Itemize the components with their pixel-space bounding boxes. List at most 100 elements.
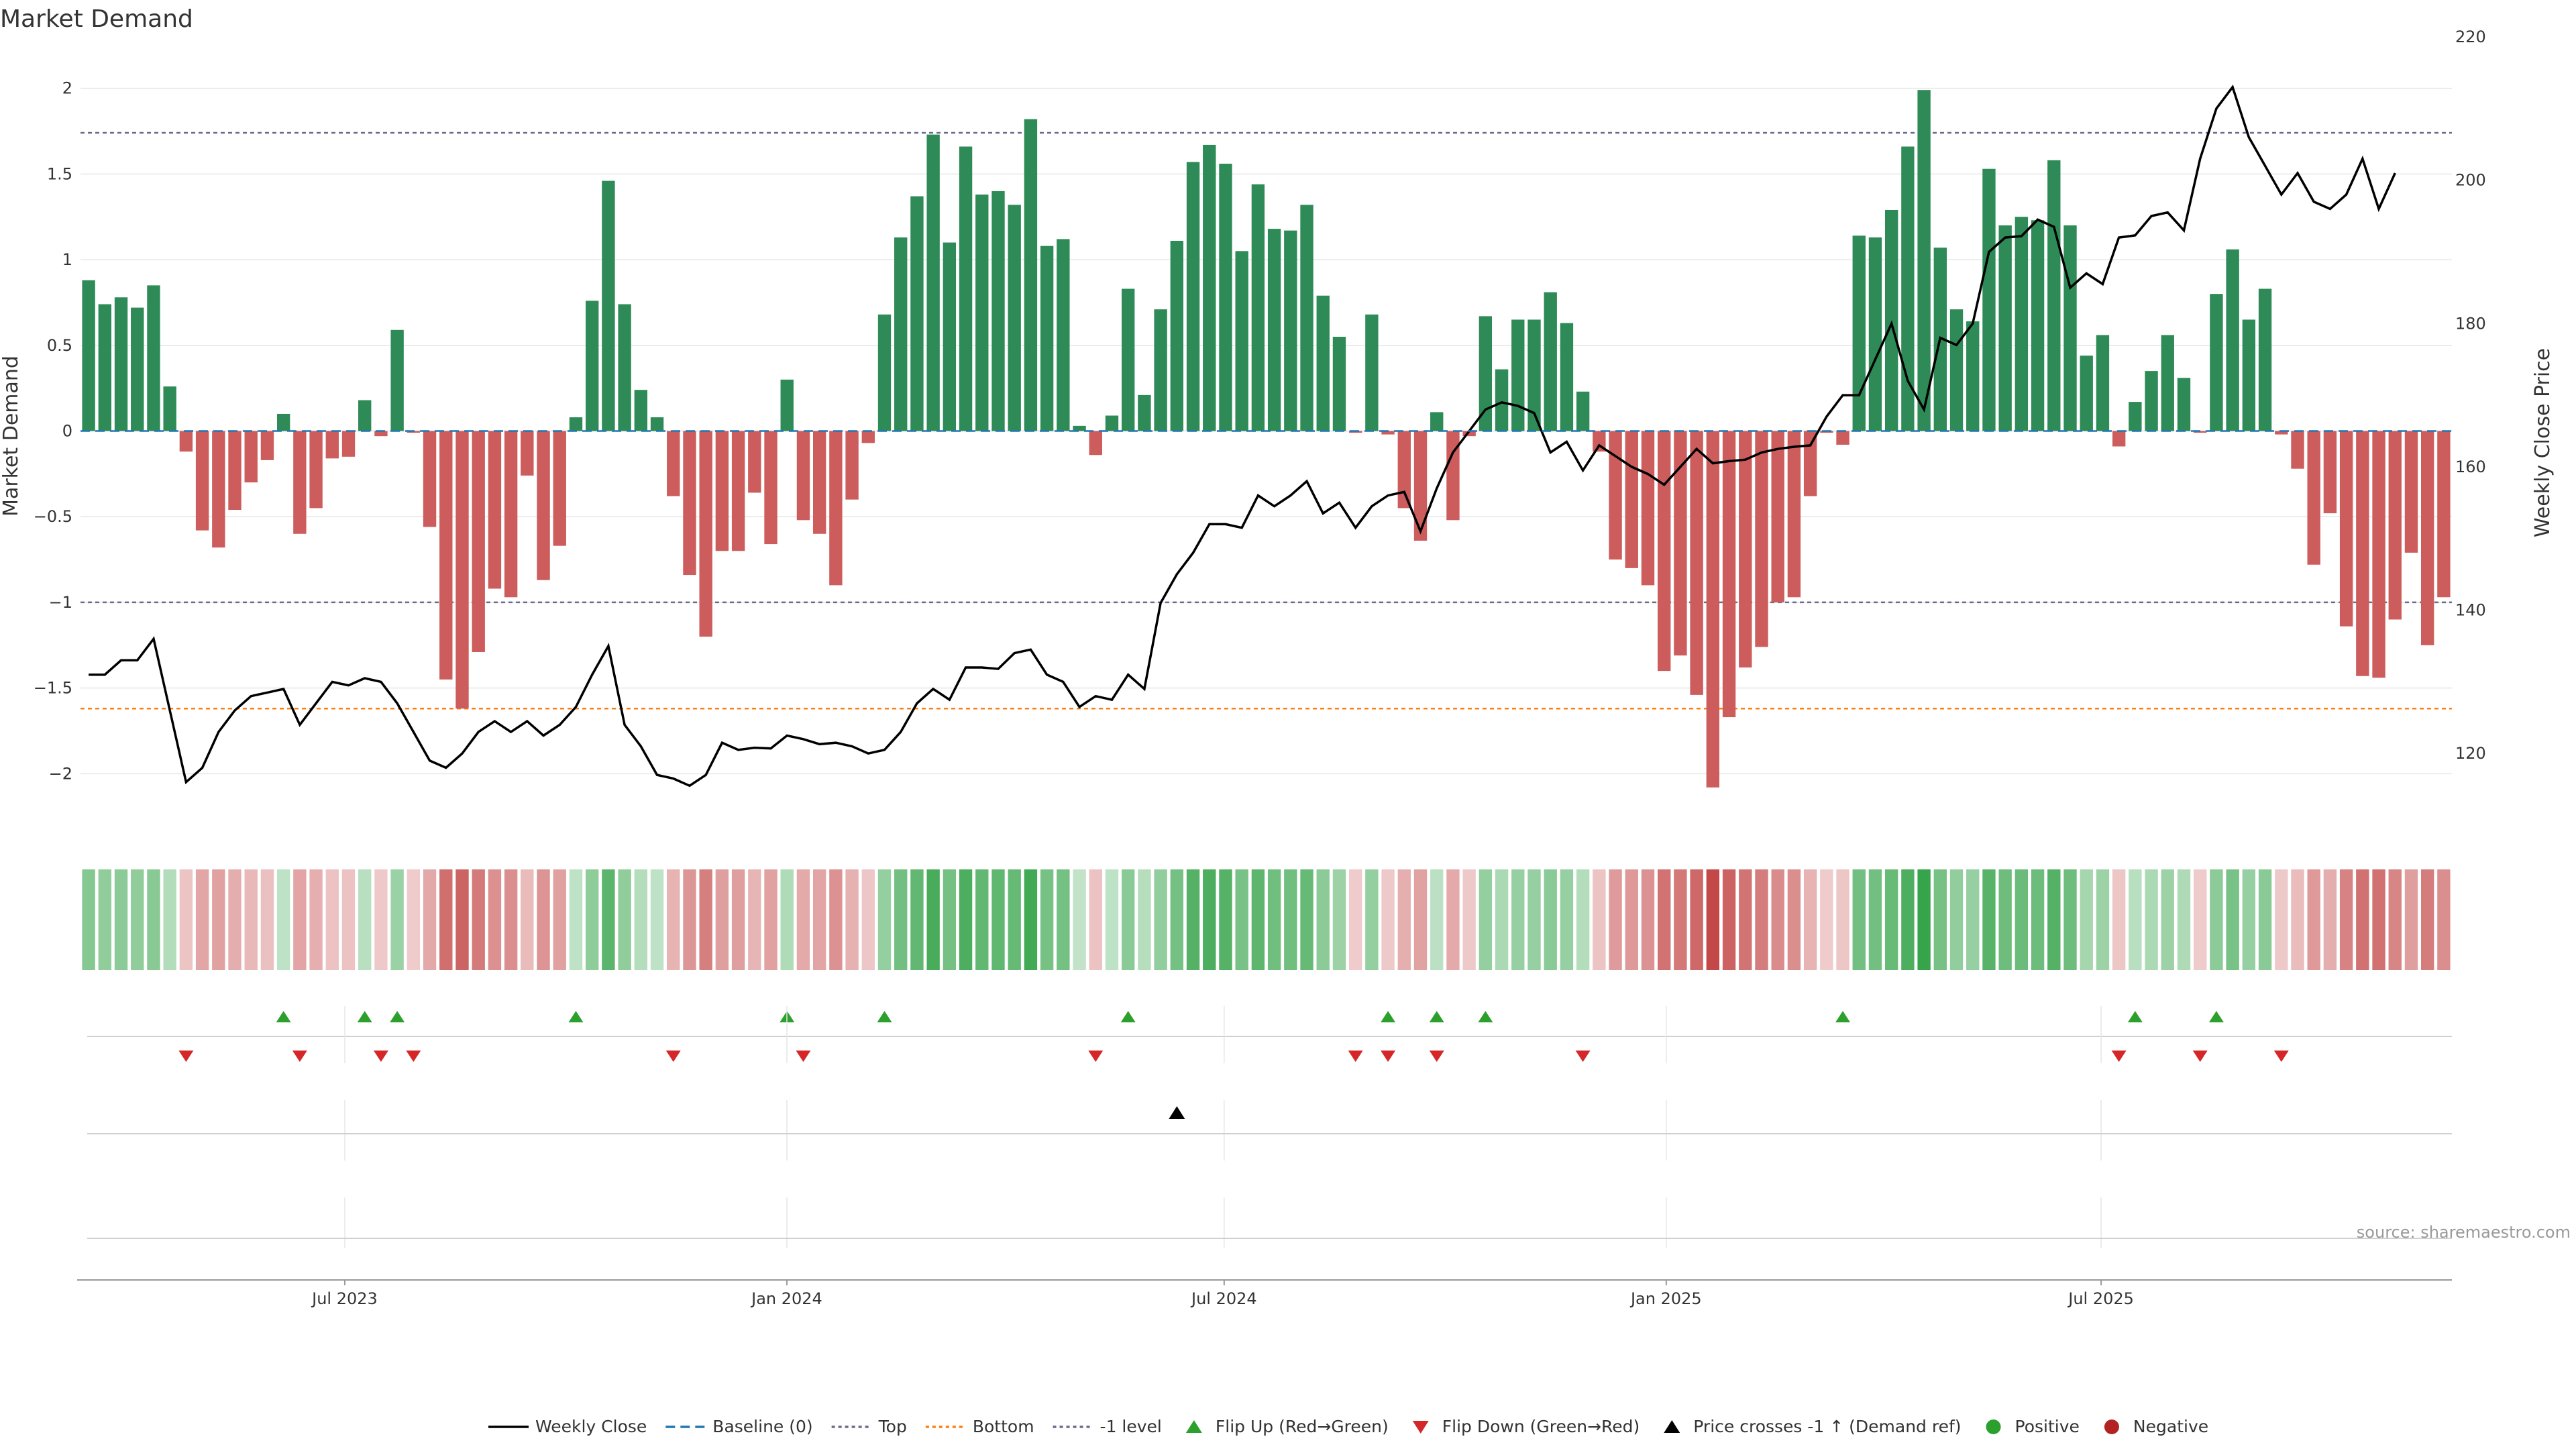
demand-bar (1348, 431, 1362, 433)
y-axis-label: Market Demand (0, 356, 23, 517)
demand-bar (959, 146, 973, 431)
heat-cell (845, 869, 859, 970)
heat-cell (455, 869, 469, 970)
demand-bar (2226, 249, 2239, 431)
demand-bar (1154, 309, 1167, 431)
heat-cell (618, 869, 631, 970)
demand-bar (390, 329, 404, 431)
heat-cell (195, 869, 209, 970)
demand-bar (2080, 356, 2093, 431)
demand-bar (1674, 431, 1687, 656)
demand-bar (796, 431, 810, 521)
heat-cell (472, 869, 485, 970)
heat-cell (521, 869, 534, 970)
heat-cell (667, 869, 680, 970)
demand-bar (2063, 225, 2077, 431)
y2-tick-label: 160 (2455, 458, 2486, 476)
heat-cell (2323, 869, 2337, 970)
heat-cell (325, 869, 339, 970)
heat-cell (228, 869, 241, 970)
legend-label: Flip Up (Red→Green) (1216, 1417, 1389, 1436)
heat-cell (1852, 869, 1866, 970)
heat-cell (358, 869, 372, 970)
demand-bar (1803, 431, 1817, 496)
demand-bar (1446, 431, 1460, 521)
heat-cell (1413, 869, 1428, 970)
demand-bar (1267, 229, 1281, 431)
heat-cell (131, 869, 144, 970)
demand-bar (667, 431, 680, 496)
heat-cell (1949, 869, 1964, 970)
y2-axis-label: Weekly Close Price (2531, 348, 2555, 537)
flip-down-marker (1381, 1051, 1396, 1062)
heat-cell (1154, 869, 1167, 970)
heat-cell (1479, 869, 1493, 970)
demand-bar (1105, 415, 1119, 431)
y-tick-label: −2 (49, 764, 72, 783)
x-tick-label: Jan 2024 (750, 1289, 822, 1308)
heat-cell (2015, 869, 2029, 970)
demand-bar (1820, 431, 1833, 433)
demand-bar (2161, 335, 2174, 431)
demand-bar (1706, 431, 1720, 788)
y-tick-label: −0.5 (34, 507, 72, 526)
x-axis: Jul 2023 Jan 2024 Jul 2024 Jan 2025 Jul 2025 (77, 1279, 2452, 1308)
demand-bar (1787, 431, 1801, 598)
demand-bar (537, 431, 550, 580)
flip-up-marker (1478, 1011, 1493, 1022)
demand-bar (131, 307, 144, 431)
heat-cell (1430, 869, 1444, 970)
demand-bar (1527, 319, 1541, 431)
demand-bar (1057, 239, 1070, 431)
demand-bars (82, 90, 2451, 788)
demand-bar (1852, 235, 1866, 431)
heat-cell (2063, 869, 2077, 970)
heat-cell (1803, 869, 1817, 970)
demand-bar (163, 386, 176, 431)
heat-cell (2307, 869, 2320, 970)
heat-cell (2080, 869, 2093, 970)
y-axis-right: 120 140 160 180 200 220 (2455, 28, 2486, 763)
heat-cell (731, 869, 745, 970)
heat-cell (1267, 869, 1281, 970)
heat-cell (2258, 869, 2272, 970)
heat-cell (715, 869, 729, 970)
demand-bar (2031, 220, 2045, 431)
demand-bar (439, 431, 453, 680)
demand-bar (2323, 431, 2337, 514)
heat-cell (2161, 869, 2174, 970)
demand-bar (1544, 292, 1557, 431)
demand-bar (2420, 431, 2434, 645)
heat-cell (1641, 869, 1655, 970)
demand-bar (1300, 205, 1313, 431)
demand-bar (780, 379, 794, 431)
heat-cell (374, 869, 388, 970)
heat-cell (98, 869, 112, 970)
demand-bar (504, 431, 518, 598)
demand-bar (1365, 314, 1379, 431)
price-cross-panel (87, 1106, 2452, 1134)
legend-swatch (1986, 1419, 2001, 1434)
heat-cell (1446, 869, 1460, 970)
demand-bar (488, 431, 502, 589)
flip-up-marker (390, 1011, 405, 1022)
demand-bar (1332, 337, 1346, 431)
demand-bar (2372, 431, 2385, 678)
demand-bar (212, 431, 225, 548)
heat-cell (1462, 869, 1476, 970)
demand-bar (2356, 431, 2369, 676)
demand-bar (1397, 431, 1411, 508)
heat-cell (147, 869, 160, 970)
heat-cell (293, 869, 307, 970)
demand-bar (1868, 237, 1882, 431)
demand-bar (2388, 431, 2402, 620)
flip-down-marker (178, 1051, 194, 1062)
demand-bar (2047, 160, 2061, 431)
heat-cell (1917, 869, 1931, 970)
flip-up-marker (1381, 1011, 1396, 1022)
heat-cell (1365, 869, 1379, 970)
heat-cell (1560, 869, 1574, 970)
heat-cell (683, 869, 696, 970)
x-tick-label: Jul 2023 (311, 1289, 378, 1308)
legend-label: Weekly Close (535, 1417, 647, 1436)
